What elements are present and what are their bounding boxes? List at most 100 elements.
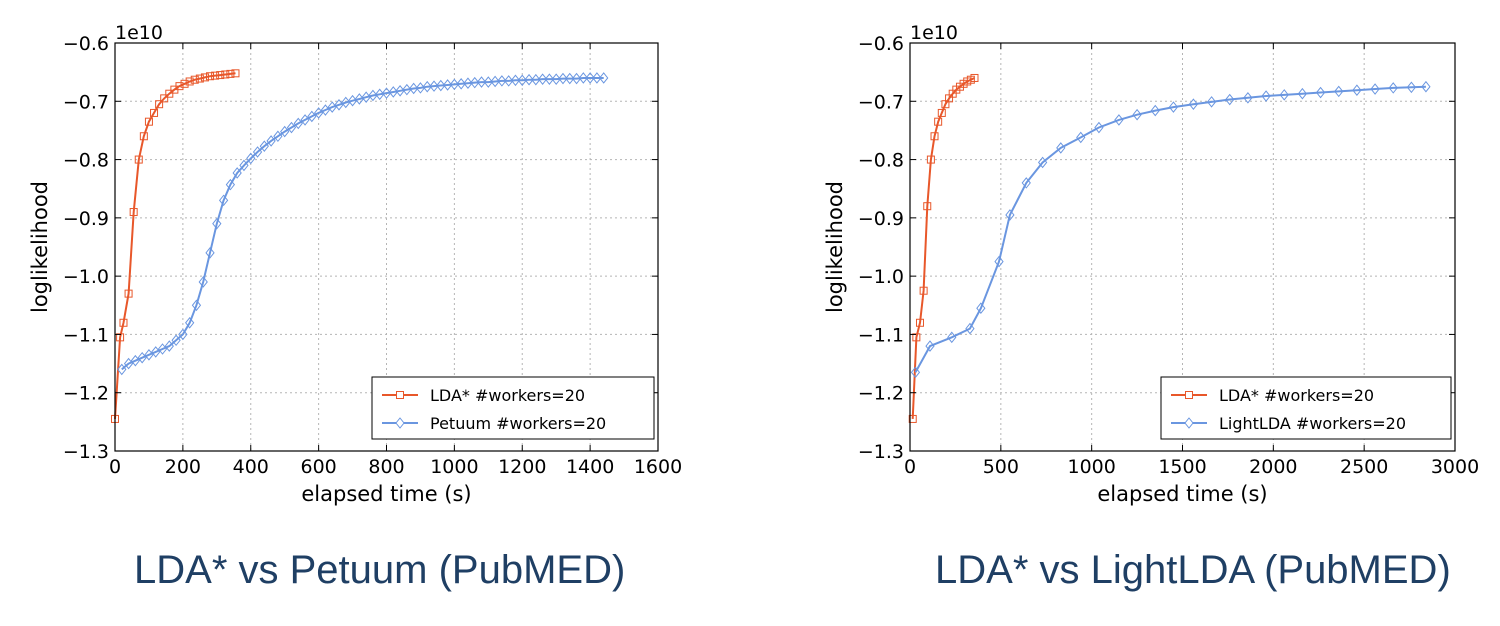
data-point <box>198 276 208 288</box>
data-point <box>137 351 147 364</box>
data-point <box>280 125 290 138</box>
legend-box <box>371 376 655 440</box>
data-point <box>908 414 917 423</box>
x-tick-label: 1000 <box>1067 456 1115 478</box>
legend-label: LDA* #workers=20 <box>1219 386 1374 405</box>
x-tick-label: 0 <box>904 456 916 478</box>
data-point <box>1370 83 1380 95</box>
data-point <box>232 167 242 179</box>
data-point <box>915 318 924 327</box>
data-point <box>930 132 939 141</box>
data-point <box>293 117 303 130</box>
x-tick-label: 600 <box>300 456 336 478</box>
data-point <box>157 343 168 355</box>
y-offset-label: 1e10 <box>910 22 958 44</box>
data-point <box>116 333 125 342</box>
legend-item: Petuum #workers=20 <box>382 414 606 433</box>
data-point <box>211 71 220 80</box>
data-point <box>252 146 263 158</box>
data-point <box>585 72 595 84</box>
data-point <box>1056 142 1066 154</box>
data-point <box>923 202 932 211</box>
data-point <box>524 73 534 86</box>
legend: LDA* #workers=20 Petuum #workers=20 <box>371 376 655 440</box>
data-point <box>334 98 344 111</box>
data-point <box>1315 86 1326 99</box>
data-point <box>195 74 204 83</box>
data-point <box>565 72 575 85</box>
data-point <box>307 110 317 123</box>
chart-caption-right: LDA* vs LightLDA (PubMED) <box>935 548 1451 592</box>
data-point <box>1021 177 1031 189</box>
y-tick-label: −1.0 <box>63 266 109 288</box>
data-point <box>1005 209 1015 221</box>
data-point <box>1076 131 1086 144</box>
data-point <box>1243 91 1253 104</box>
data-point <box>216 71 225 80</box>
data-point <box>934 117 943 126</box>
data-point <box>212 217 222 230</box>
y-tick-label: −1.0 <box>858 266 904 288</box>
series-line <box>914 85 1426 373</box>
data-point <box>910 366 921 379</box>
data-point <box>531 73 541 86</box>
chart-right: 0 500 1000 1500 2000 2500 3000 −1.3 −1.2 −1.1 −1.0… <box>823 22 1479 506</box>
legend-item: LightLDA #workers=20 <box>1171 414 1406 433</box>
y-axis-label: loglikelihood <box>28 181 52 313</box>
x-tick-label: 400 <box>233 456 269 478</box>
data-point <box>483 76 493 88</box>
data-point <box>221 70 230 79</box>
y-tick-label: −1.2 <box>63 383 109 405</box>
data-point <box>551 73 561 85</box>
data-point <box>578 72 588 84</box>
x-tick-label: 0 <box>109 456 121 478</box>
legend: LDA* #workers=20 LightLDA #workers=20 <box>1160 376 1452 440</box>
legend-marker <box>396 391 404 399</box>
x-tick-label: 2000 <box>1249 456 1297 478</box>
data-point <box>919 286 928 295</box>
data-point <box>117 363 127 376</box>
data-point <box>144 117 153 126</box>
y-tick-label: −1.3 <box>63 441 109 463</box>
data-point <box>497 75 507 87</box>
series-1 <box>908 73 979 423</box>
data-point <box>592 72 602 84</box>
data-point <box>429 80 439 92</box>
x-tick-label: 1500 <box>1158 456 1206 478</box>
y-tick-label: −0.8 <box>63 150 109 172</box>
data-point <box>925 340 935 352</box>
data-point <box>947 331 957 344</box>
data-point <box>123 357 134 370</box>
legend-marker <box>1184 417 1194 429</box>
legend-label: Petuum #workers=20 <box>430 414 606 433</box>
data-point <box>965 322 975 335</box>
legend-box <box>1160 376 1452 440</box>
data-point <box>470 76 480 89</box>
legend-marker <box>1185 391 1193 399</box>
data-point <box>510 74 521 87</box>
data-point <box>191 299 202 312</box>
data-point <box>442 79 453 91</box>
legend-item: LDA* #workers=20 <box>382 386 585 405</box>
legend-label: LightLDA #workers=20 <box>1219 414 1406 433</box>
data-point <box>1388 82 1398 94</box>
data-point <box>449 78 460 91</box>
data-point <box>313 107 324 119</box>
x-tick-label: 2500 <box>1340 456 1388 478</box>
data-point <box>1037 156 1048 169</box>
data-point <box>1279 89 1289 101</box>
data-point <box>259 140 269 152</box>
data-point <box>165 89 174 98</box>
data-point <box>206 72 215 81</box>
data-point <box>226 69 235 78</box>
data-point <box>970 73 979 82</box>
data-point <box>1132 108 1142 121</box>
data-point <box>160 94 169 103</box>
y-offset-label: 1e10 <box>115 22 163 44</box>
y-tick-label: −0.9 <box>858 208 904 230</box>
data-point <box>1421 80 1431 93</box>
data-point <box>517 74 527 87</box>
data-point <box>300 114 310 126</box>
data-point <box>490 75 500 88</box>
data-point <box>1261 90 1271 102</box>
